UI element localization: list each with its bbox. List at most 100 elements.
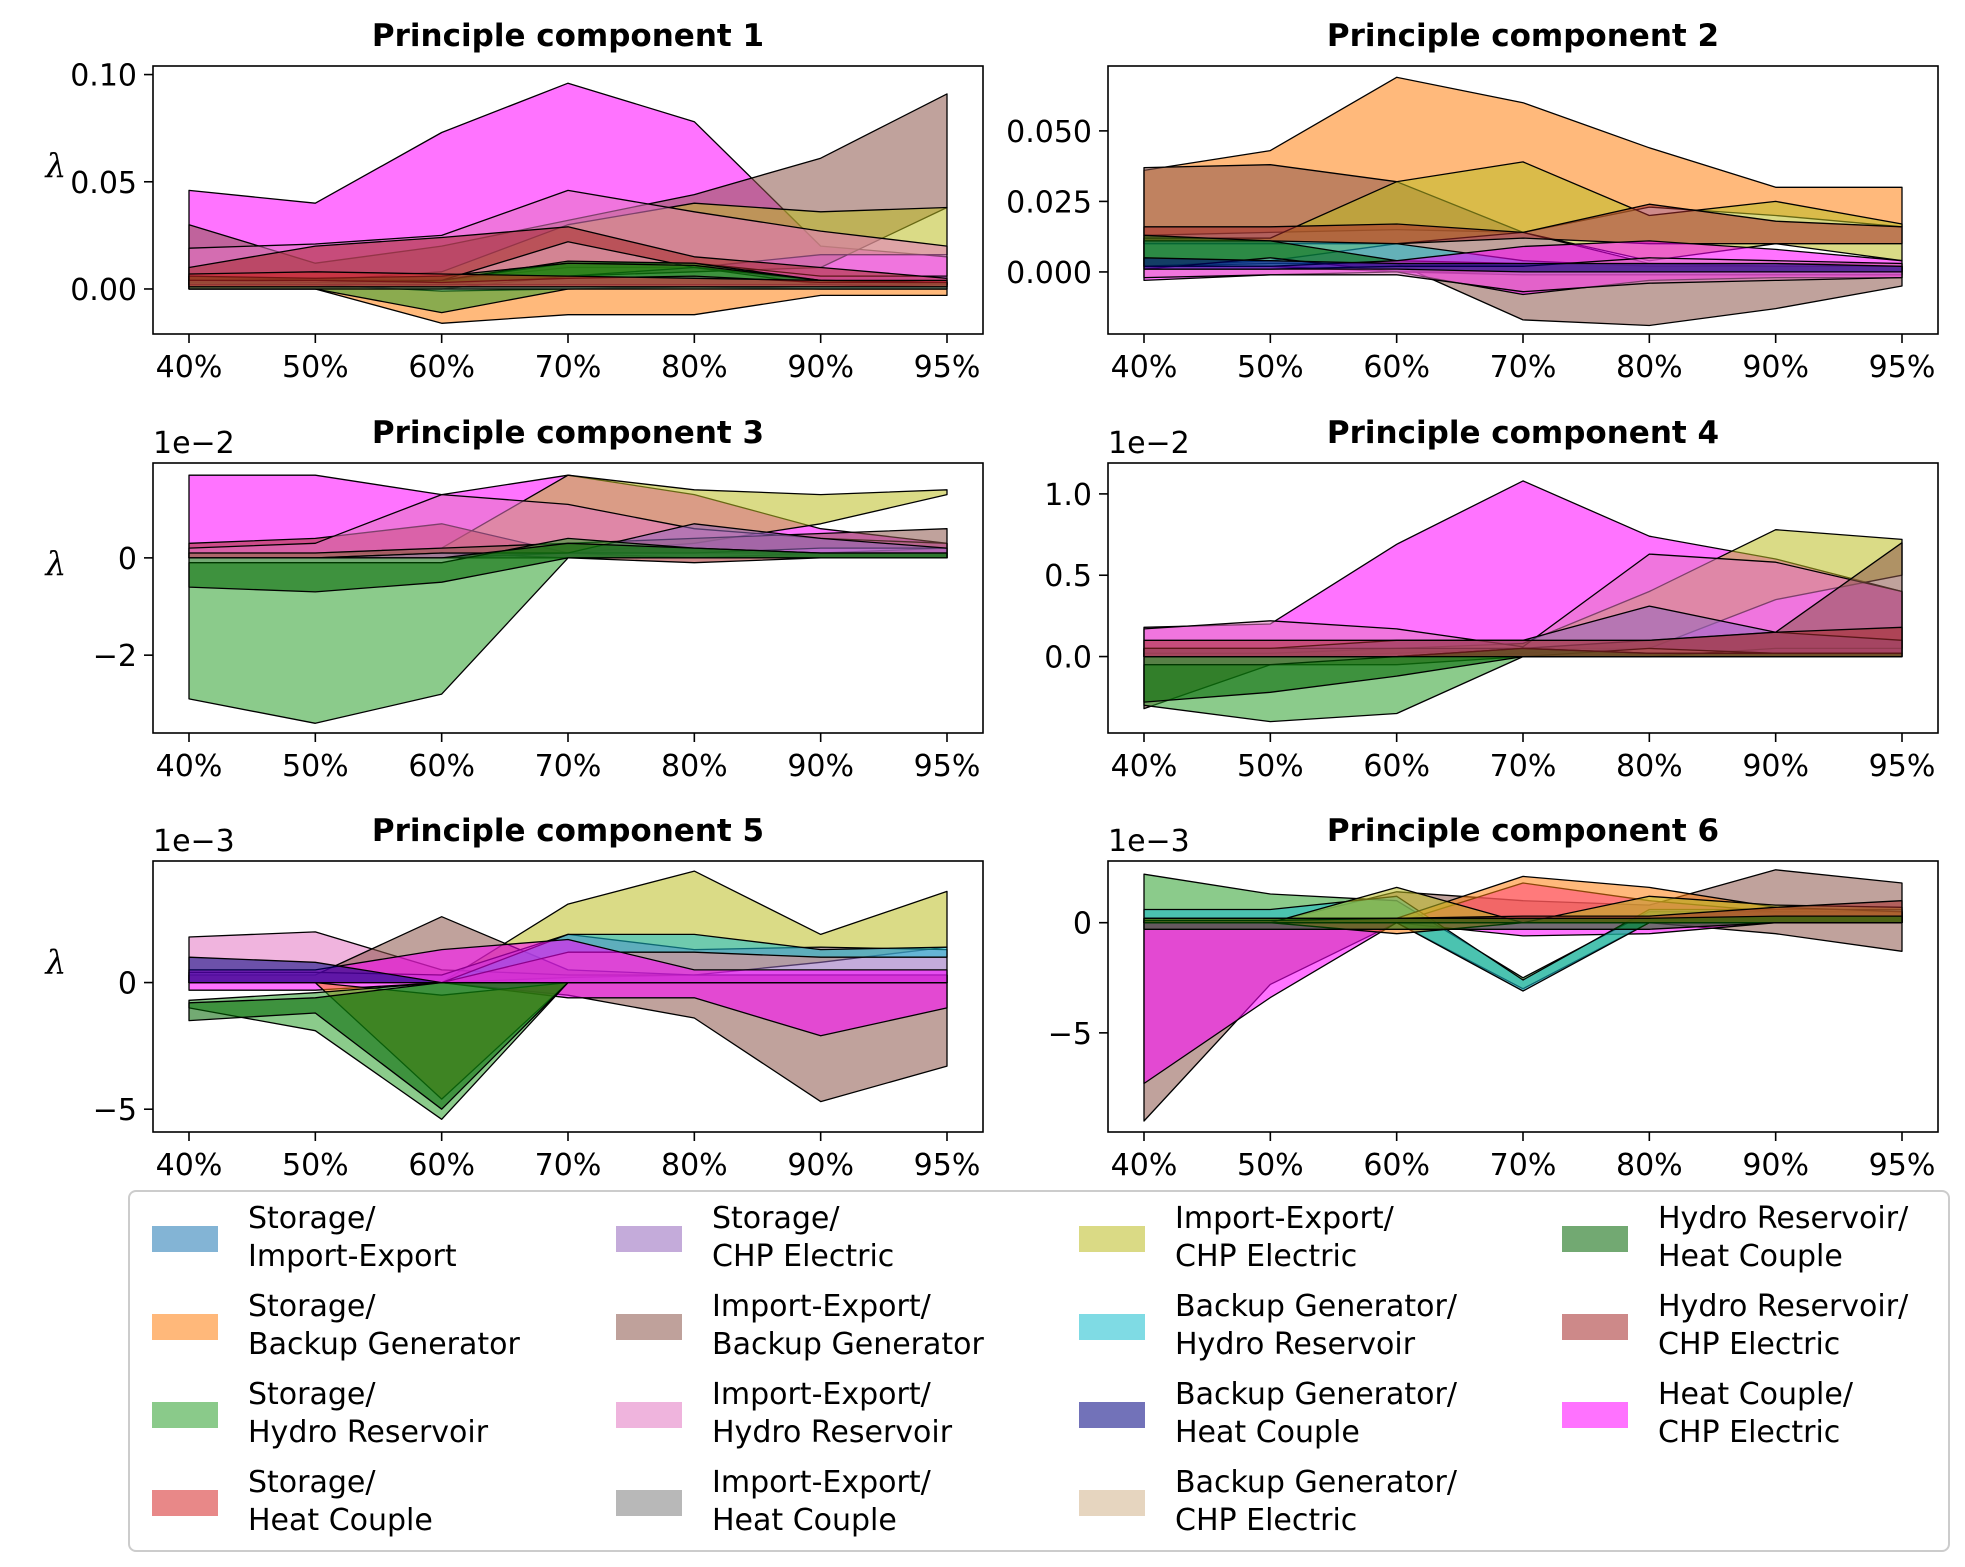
x-tick-label: 40% xyxy=(156,749,223,784)
legend-label-line1: Storage/ xyxy=(248,1289,376,1324)
x-tick-label: 50% xyxy=(282,350,349,385)
x-tick-label: 50% xyxy=(282,749,349,784)
legend-label-line2: CHP Electric xyxy=(1658,1327,1841,1362)
y-tick-label: 0 xyxy=(118,967,137,1002)
legend-label-line2: CHP Electric xyxy=(712,1239,895,1274)
panel-title: Principle component 2 xyxy=(1327,18,1719,54)
x-tick-label: 90% xyxy=(787,350,854,385)
y-tick-label: −2 xyxy=(93,639,137,674)
legend-label-line2: Heat Couple xyxy=(248,1503,433,1538)
legend-label: Backup Generator/Heat Couple xyxy=(1175,1376,1457,1452)
legend-label-line1: Hydro Reservoir/ xyxy=(1658,1201,1909,1236)
axis-exponent-label: 1e−3 xyxy=(153,824,235,859)
x-tick-label: 70% xyxy=(535,749,602,784)
y-tick-label: −5 xyxy=(1048,1017,1092,1052)
legend-item: Import-Export/CHP Electric xyxy=(1067,1200,1507,1286)
y-tick-label: 0.5 xyxy=(1044,559,1092,594)
x-tick-label: 60% xyxy=(408,350,475,385)
legend-label-line2: Backup Generator xyxy=(712,1327,984,1362)
legend-item: Storage/Heat Couple xyxy=(140,1464,580,1550)
panel-title: Principle component 6 xyxy=(1327,813,1719,849)
x-tick-label: 80% xyxy=(661,749,728,784)
x-tick-label: 70% xyxy=(1490,350,1557,385)
x-tick-label: 40% xyxy=(1111,350,1178,385)
panel-title: Principle component 4 xyxy=(1327,415,1719,451)
legend-label-line1: Storage/ xyxy=(248,1201,376,1236)
legend-label-line2: CHP Electric xyxy=(1175,1239,1358,1274)
legend-label-line1: Storage/ xyxy=(248,1377,376,1412)
legend-label: Import-Export/Backup Generator xyxy=(712,1288,984,1364)
panel-4-areas xyxy=(1143,480,1903,723)
legend-item: Storage/CHP Electric xyxy=(604,1200,1044,1286)
legend-label-line1: Storage/ xyxy=(248,1465,376,1500)
legend-label-line2: Backup Generator xyxy=(248,1327,520,1362)
x-tick-label: 60% xyxy=(408,1148,475,1183)
x-tick-label: 95% xyxy=(914,749,981,784)
legend-label-line2: Hydro Reservoir xyxy=(248,1415,489,1450)
y-tick-label: 0.050 xyxy=(1006,115,1092,150)
legend-swatch xyxy=(1079,1226,1145,1252)
legend-item: Storage/Import-Export xyxy=(140,1200,580,1286)
legend-swatch xyxy=(616,1314,682,1340)
legend-label: Storage/Backup Generator xyxy=(248,1288,520,1364)
legend-swatch xyxy=(1562,1226,1628,1252)
x-tick-label: 60% xyxy=(1363,350,1430,385)
panel-2-areas xyxy=(1143,76,1903,327)
legend-swatch xyxy=(152,1226,218,1252)
legend-swatch xyxy=(1562,1314,1628,1340)
x-tick-label: 50% xyxy=(282,1148,349,1183)
x-tick-label: 80% xyxy=(1616,1148,1683,1183)
x-tick-label: 60% xyxy=(408,749,475,784)
legend-swatch xyxy=(616,1490,682,1516)
x-tick-label: 50% xyxy=(1237,350,1304,385)
legend-label-line1: Hydro Reservoir/ xyxy=(1658,1289,1909,1324)
y-tick-label: 0.05 xyxy=(70,166,137,201)
x-tick-label: 80% xyxy=(1616,749,1683,784)
legend-label-line2: Heat Couple xyxy=(712,1503,897,1538)
x-tick-label: 70% xyxy=(535,350,602,385)
x-tick-label: 90% xyxy=(787,749,854,784)
legend-label-line2: CHP Electric xyxy=(1658,1415,1841,1450)
y-tick-label: 0 xyxy=(118,542,137,577)
x-tick-label: 40% xyxy=(1111,749,1178,784)
panel-6-areas xyxy=(1143,869,1903,1122)
y-tick-label: 0 xyxy=(1073,907,1092,942)
legend-swatch xyxy=(152,1402,218,1428)
legend-label: Storage/Hydro Reservoir xyxy=(248,1376,488,1452)
x-tick-label: 95% xyxy=(1869,1148,1936,1183)
legend-label: Storage/CHP Electric xyxy=(712,1200,894,1276)
legend-item: Hydro Reservoir/Heat Couple xyxy=(1550,1200,1965,1286)
x-tick-label: 80% xyxy=(1616,350,1683,385)
area-series-8 xyxy=(1143,626,1903,658)
panel-2: 40% 50% 60% 70% 80% 90% 95% 0.000 0.025 0.050 Prin… xyxy=(1006,18,1939,385)
panel-1: 40% 50% 60% 70% 80% 90% 95% 0.00 0.05 0.10 Princip… xyxy=(44,18,984,385)
y-tick-label: 0.025 xyxy=(1006,185,1092,220)
area-series-9 xyxy=(1143,257,1903,273)
legend-item: Hydro Reservoir/CHP Electric xyxy=(1550,1288,1965,1374)
legend-label-line2: Heat Couple xyxy=(1175,1415,1360,1450)
axis-exponent-label: 1e−3 xyxy=(1108,824,1190,859)
y-tick-label: 1.0 xyxy=(1044,478,1092,513)
area-series-10 xyxy=(188,956,948,984)
legend-swatch xyxy=(152,1314,218,1340)
legend-label-line1: Backup Generator/ xyxy=(1175,1377,1457,1412)
y-tick-label: −5 xyxy=(93,1093,137,1128)
x-tick-label: 70% xyxy=(535,1148,602,1183)
legend-label-line1: Import-Export/ xyxy=(712,1465,931,1500)
x-tick-label: 40% xyxy=(156,1148,223,1183)
legend-label: Import-Export/CHP Electric xyxy=(1175,1200,1394,1276)
legend-label-line2: CHP Electric xyxy=(1175,1503,1358,1538)
legend-item: Backup Generator/CHP Electric xyxy=(1067,1464,1507,1550)
legend-item: Storage/Backup Generator xyxy=(140,1288,580,1374)
legend-label-line2: Hydro Reservoir xyxy=(1175,1327,1416,1362)
panel-title: Principle component 3 xyxy=(372,415,764,451)
legend-swatch xyxy=(616,1402,682,1428)
x-tick-label: 95% xyxy=(1869,350,1936,385)
legend-label-line1: Heat Couple/ xyxy=(1658,1377,1853,1412)
panel-6: 40% 50% 60% 70% 80% 90% 95% −5 0 Principle compon… xyxy=(1048,813,1939,1183)
x-tick-label: 90% xyxy=(787,1148,854,1183)
y-axis-label: λ xyxy=(44,146,67,185)
area-series-8 xyxy=(1143,915,1903,930)
y-tick-label: 0.00 xyxy=(70,273,137,308)
